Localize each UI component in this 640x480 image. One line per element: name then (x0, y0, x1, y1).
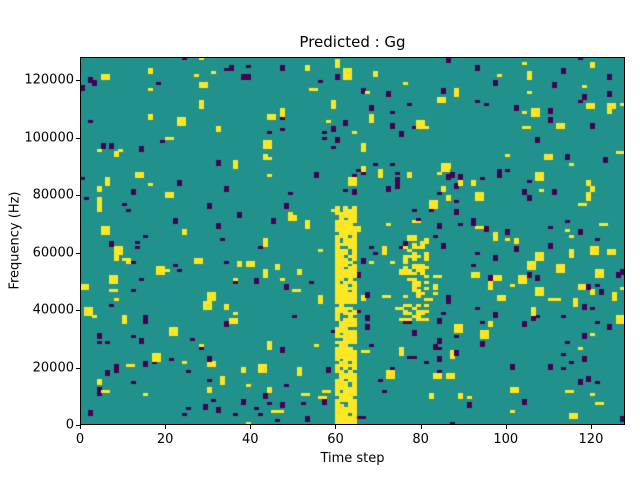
heatmap-canvas (80, 57, 625, 425)
x-tick-mark (420, 425, 422, 429)
x-tick-label: 100 (493, 432, 519, 447)
x-tick-label: 40 (242, 432, 259, 447)
y-tick-mark (76, 80, 80, 81)
x-tick-mark (590, 425, 592, 429)
x-tick-mark (80, 425, 81, 429)
y-tick-mark (76, 252, 80, 254)
y-tick-mark (76, 310, 80, 311)
chart-title: Predicted : Gg (299, 33, 406, 51)
y-tick-label: 40000 (32, 302, 74, 318)
y-tick-mark (76, 137, 80, 139)
x-tick-label: 120 (578, 432, 604, 447)
y-tick-mark (76, 195, 80, 196)
y-tick-label: 120000 (24, 72, 74, 88)
y-tick-label: 20000 (32, 360, 74, 375)
y-tick-label: 80000 (32, 187, 74, 203)
x-tick-label: 80 (412, 432, 429, 447)
x-tick-label: 60 (327, 432, 344, 447)
x-tick-label: 20 (156, 432, 174, 447)
y-tick-label: 0 (65, 417, 74, 433)
y-tick-mark (76, 425, 80, 426)
x-tick-mark (165, 425, 167, 429)
x-tick-mark (335, 425, 337, 429)
x-tick-mark (505, 425, 507, 429)
x-tick-mark (250, 425, 252, 429)
x-tick-label: 0 (75, 432, 85, 447)
x-axis-label: Time step (320, 451, 385, 466)
y-tick-label: 100000 (24, 130, 74, 145)
y-tick-mark (76, 367, 80, 369)
y-tick-label: 60000 (32, 245, 74, 260)
